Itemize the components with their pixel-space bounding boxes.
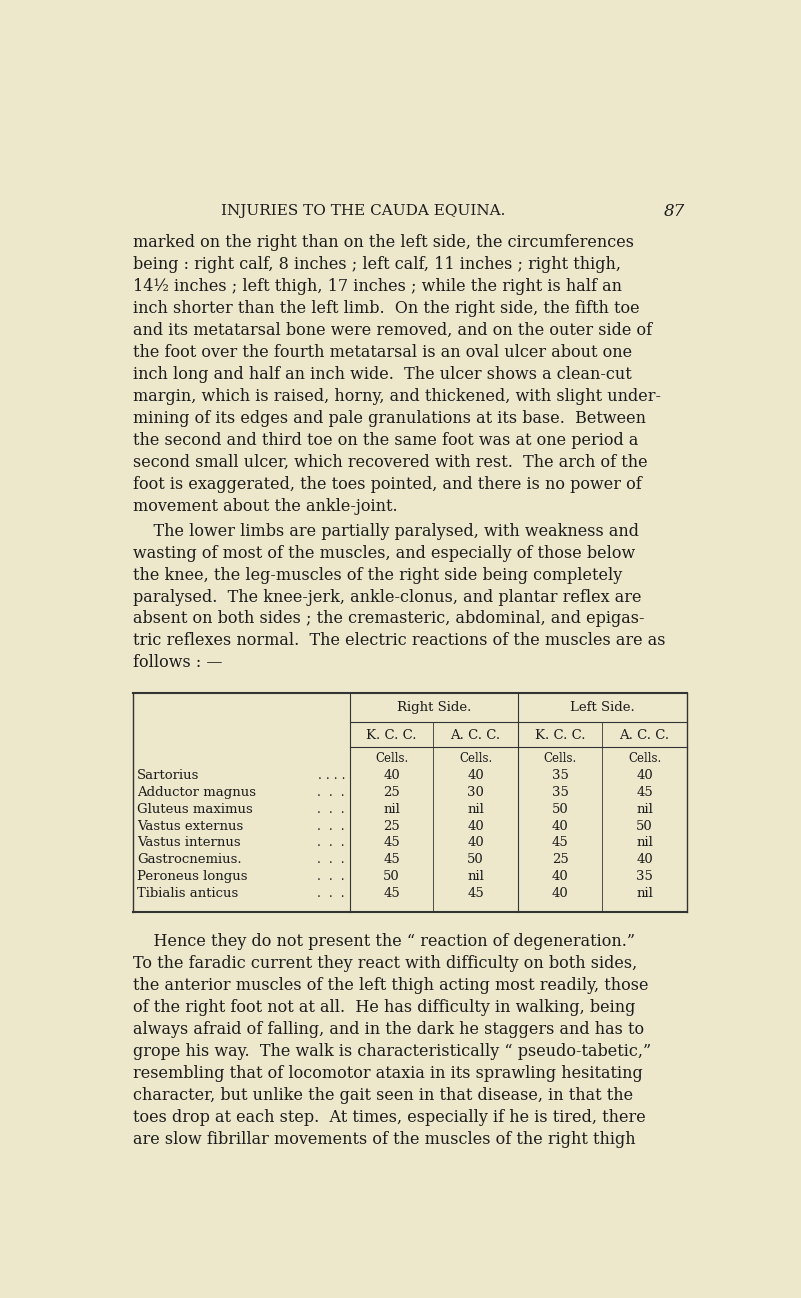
Text: movement about the ankle-joint.: movement about the ankle-joint. [133, 497, 397, 514]
Text: To the faradic current they react with difficulty on both sides,: To the faradic current they react with d… [133, 955, 637, 972]
Text: Vastus internus: Vastus internus [137, 836, 241, 849]
Text: Right Side.: Right Side. [396, 701, 471, 714]
Text: Left Side.: Left Side. [570, 701, 634, 714]
Text: follows : —: follows : — [133, 654, 222, 671]
Text: the knee, the leg-muscles of the right side being completely: the knee, the leg-muscles of the right s… [133, 566, 622, 584]
Text: inch shorter than the left limb.  On the right side, the fifth toe: inch shorter than the left limb. On the … [133, 300, 639, 317]
Text: the foot over the fourth metatarsal is an oval ulcer about one: the foot over the fourth metatarsal is a… [133, 344, 632, 361]
Text: A. C. C.: A. C. C. [450, 728, 501, 741]
Text: toes drop at each step.  At times, especially if he is tired, there: toes drop at each step. At times, especi… [133, 1108, 646, 1127]
Text: of the right foot not at all.  He has difficulty in walking, being: of the right foot not at all. He has dif… [133, 999, 635, 1016]
Text: margin, which is raised, horny, and thickened, with slight under-: margin, which is raised, horny, and thic… [133, 388, 661, 405]
Text: always afraid of falling, and in the dark he staggers and has to: always afraid of falling, and in the dar… [133, 1022, 644, 1038]
Text: Peroneus longus: Peroneus longus [137, 871, 248, 884]
Text: 40: 40 [467, 819, 484, 832]
Text: 40: 40 [636, 768, 653, 781]
Text: are slow fibrillar movements of the muscles of the right thigh: are slow fibrillar movements of the musc… [133, 1131, 635, 1147]
Text: and its metatarsal bone were removed, and on the outer side of: and its metatarsal bone were removed, an… [133, 322, 652, 339]
Text: grope his way.  The walk is characteristically “ pseudo-tabetic,”: grope his way. The walk is characteristi… [133, 1044, 650, 1060]
Text: 45: 45 [636, 785, 653, 798]
Text: 50: 50 [467, 853, 484, 866]
Text: A. C. C.: A. C. C. [619, 728, 670, 741]
Text: .  .  .: . . . [317, 853, 345, 866]
Text: Vastus externus: Vastus externus [137, 819, 244, 832]
Text: 40: 40 [552, 888, 569, 901]
Text: 40: 40 [467, 836, 484, 849]
Text: 35: 35 [552, 768, 569, 781]
Text: 25: 25 [383, 819, 400, 832]
Text: the anterior muscles of the left thigh acting most readily, those: the anterior muscles of the left thigh a… [133, 977, 648, 994]
Text: 40: 40 [552, 871, 569, 884]
Text: 25: 25 [383, 785, 400, 798]
Text: 25: 25 [552, 853, 569, 866]
Text: Cells.: Cells. [375, 752, 409, 765]
Text: .  .  .: . . . [317, 871, 345, 884]
Text: 45: 45 [552, 836, 569, 849]
Text: marked on the right than on the left side, the circumferences: marked on the right than on the left sid… [133, 235, 634, 252]
Text: 50: 50 [383, 871, 400, 884]
Text: .  .  .: . . . [317, 819, 345, 832]
Text: the second and third toe on the same foot was at one period a: the second and third toe on the same foo… [133, 432, 638, 449]
Text: K. C. C.: K. C. C. [535, 728, 586, 741]
Text: absent on both sides ; the cremasteric, abdominal, and epigas-: absent on both sides ; the cremasteric, … [133, 610, 644, 627]
Text: 50: 50 [636, 819, 653, 832]
Text: Cells.: Cells. [459, 752, 493, 765]
Text: 45: 45 [383, 853, 400, 866]
Text: mining of its edges and pale granulations at its base.  Between: mining of its edges and pale granulation… [133, 410, 646, 427]
Text: 35: 35 [636, 871, 653, 884]
Text: 40: 40 [552, 819, 569, 832]
Text: 87: 87 [664, 204, 685, 221]
Text: nil: nil [467, 871, 484, 884]
Text: wasting of most of the muscles, and especially of those below: wasting of most of the muscles, and espe… [133, 545, 635, 562]
Text: .  .  .: . . . [317, 802, 345, 815]
Text: nil: nil [467, 802, 484, 815]
Text: character, but unlike the gait seen in that disease, in that the: character, but unlike the gait seen in t… [133, 1088, 633, 1105]
Text: .  .  .: . . . [317, 785, 345, 798]
Text: foot is exaggerated, the toes pointed, and there is no power of: foot is exaggerated, the toes pointed, a… [133, 475, 642, 493]
Text: 40: 40 [383, 768, 400, 781]
Text: 14½ inches ; left thigh, 17 inches ; while the right is half an: 14½ inches ; left thigh, 17 inches ; whi… [133, 278, 622, 295]
Text: resembling that of locomotor ataxia in its sprawling hesitating: resembling that of locomotor ataxia in i… [133, 1066, 642, 1083]
Text: K. C. C.: K. C. C. [366, 728, 417, 741]
Text: 45: 45 [467, 888, 484, 901]
Text: Hence they do not present the “ reaction of degeneration.”: Hence they do not present the “ reaction… [133, 933, 634, 950]
Text: The lower limbs are partially paralysed, with weakness and: The lower limbs are partially paralysed,… [133, 523, 638, 540]
Text: . . . .: . . . . [317, 768, 345, 781]
Text: 45: 45 [383, 836, 400, 849]
Text: nil: nil [383, 802, 400, 815]
Text: Tibialis anticus: Tibialis anticus [137, 888, 239, 901]
Text: INJURIES TO THE CAUDA EQUINA.: INJURIES TO THE CAUDA EQUINA. [221, 204, 505, 218]
Text: nil: nil [636, 836, 653, 849]
Text: 50: 50 [552, 802, 569, 815]
Text: Sartorius: Sartorius [137, 768, 199, 781]
Text: Cells.: Cells. [628, 752, 661, 765]
Text: 45: 45 [383, 888, 400, 901]
Text: nil: nil [636, 888, 653, 901]
Text: 40: 40 [467, 768, 484, 781]
Text: paralysed.  The knee-jerk, ankle-clonus, and plantar reflex are: paralysed. The knee-jerk, ankle-clonus, … [133, 588, 641, 605]
Text: tric reflexes normal.  The electric reactions of the muscles are as: tric reflexes normal. The electric react… [133, 632, 665, 649]
Text: 40: 40 [636, 853, 653, 866]
Text: Adductor magnus: Adductor magnus [137, 785, 256, 798]
Text: Cells.: Cells. [543, 752, 577, 765]
Text: Gastrocnemius.: Gastrocnemius. [137, 853, 242, 866]
Text: second small ulcer, which recovered with rest.  The arch of the: second small ulcer, which recovered with… [133, 454, 647, 471]
Text: .  .  .: . . . [317, 888, 345, 901]
Text: .  .  .: . . . [317, 836, 345, 849]
Text: inch long and half an inch wide.  The ulcer shows a clean-cut: inch long and half an inch wide. The ulc… [133, 366, 631, 383]
Text: Gluteus maximus: Gluteus maximus [137, 802, 253, 815]
Text: 30: 30 [467, 785, 484, 798]
Text: being : right calf, 8 inches ; left calf, 11 inches ; right thigh,: being : right calf, 8 inches ; left calf… [133, 256, 621, 274]
Text: nil: nil [636, 802, 653, 815]
Text: 35: 35 [552, 785, 569, 798]
